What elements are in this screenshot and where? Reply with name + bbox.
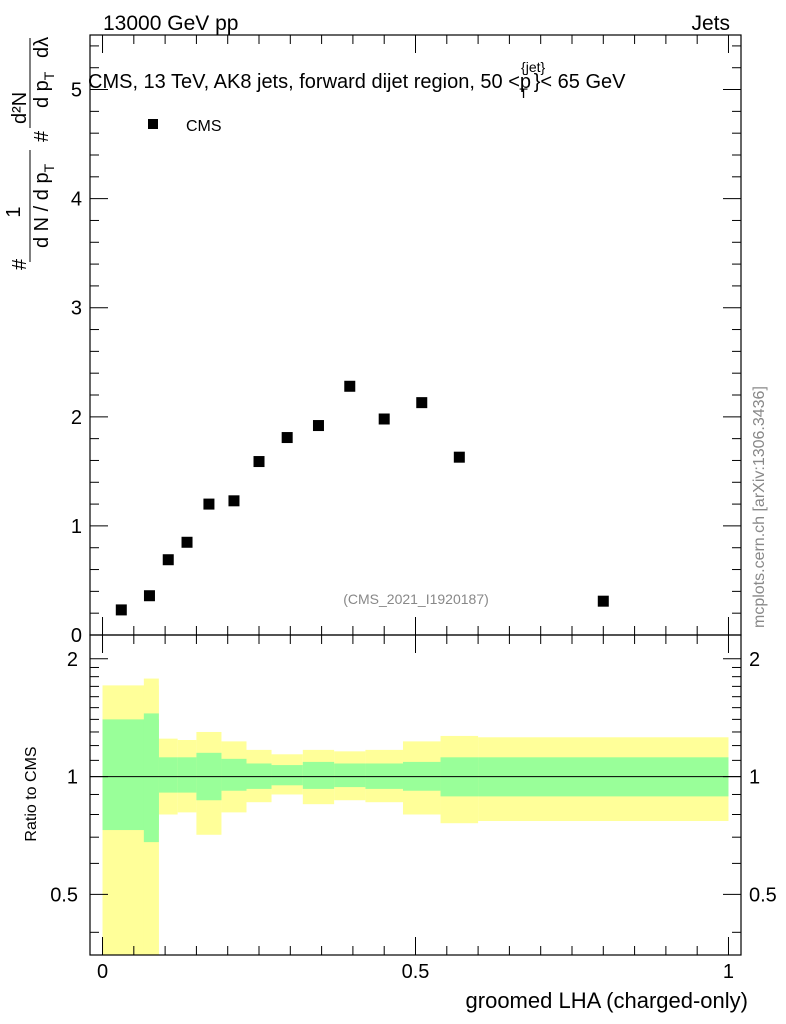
plot-title: CMS, 13 TeV, AK8 jets, forward dijet reg… (88, 59, 626, 101)
ratio-band-inner (143, 713, 159, 843)
ratio-bands (102, 678, 729, 955)
main-y-tick-label: 4 (71, 189, 82, 211)
data-point (115, 604, 127, 616)
ratio-band-inner (271, 765, 303, 786)
data-point (281, 432, 293, 444)
data-point (344, 380, 356, 392)
ratio-y-tick-label: 0.5 (50, 884, 78, 906)
ratio-y-tick-label: 2 (67, 649, 78, 671)
x-tick-label: 0 (97, 961, 108, 983)
ylabel-dn-dpt: d N / d pT (31, 163, 57, 248)
ylabel-denominator: d pT (31, 71, 57, 108)
ylabel-one: 1 (3, 206, 25, 217)
ylabel-numerator: d²N (9, 92, 31, 124)
data-point (597, 595, 609, 607)
main-y-tick-label: 1 (71, 516, 82, 538)
main-y-tick-label: 3 (71, 298, 82, 320)
data-point (143, 590, 155, 602)
ratio-y-tick-label: 1 (67, 767, 78, 789)
data-point (453, 451, 465, 463)
data-point (378, 413, 390, 425)
legend-label: CMS (186, 118, 222, 135)
ratio-band-inner (221, 758, 247, 791)
main-plot: 0 1 2 3 4 5 CMS, 13 TeV, AK8 jets, forward di… (3, 34, 742, 647)
ylabel-hash-2: # (31, 130, 53, 142)
main-x-ticks (102, 35, 729, 635)
side-label: mcplots.cern.ch [arXiv:1306.3436] (751, 386, 768, 628)
ratio-plot: 0.5 0.51 12 2 0 0.5 1 Ratio to CMS groomed LH… (23, 634, 777, 1013)
ratio-band-inner (334, 763, 366, 788)
data-point (312, 420, 324, 432)
analysis-tag: (CMS_2021_I1920187) (343, 591, 489, 607)
ratio-y-label: Ratio to CMS (23, 746, 40, 841)
main-y-tick-label: 2 (71, 407, 82, 429)
data-point (162, 554, 174, 566)
ratio-band-inner (158, 757, 178, 793)
ratio-band-inner (302, 761, 335, 789)
data-point (228, 495, 240, 507)
ratio-band-inner (177, 757, 197, 793)
main-y-tick-label: 0 (71, 625, 82, 647)
main-data-points (115, 380, 609, 616)
main-y-tick-label: 5 (71, 80, 82, 102)
data-point (253, 456, 265, 468)
x-axis-label: groomed LHA (charged-only) (466, 988, 748, 1013)
x-tick-label: 1 (723, 961, 734, 983)
ratio-y-tick-label-right: 2 (749, 649, 760, 671)
data-point (416, 397, 428, 409)
x-tick-label: 0.5 (402, 961, 430, 983)
legend-marker (148, 119, 158, 129)
ylabel-hash-1: # (9, 258, 31, 270)
ratio-y-tick-label-right: 1 (749, 767, 760, 789)
data-point (203, 498, 215, 510)
ylabel-lambda: dλ (31, 37, 53, 58)
data-point (181, 536, 193, 548)
header-left: 13000 GeV pp (103, 12, 238, 35)
main-y-label: # 1 d N / d pT # d²N d pT dλ (3, 37, 57, 270)
main-y-ticks: 0 1 2 3 4 5 (71, 45, 741, 647)
ratio-y-tick-label-right: 0.5 (749, 884, 777, 906)
ratio-y-ticks: 0.5 0.5 1 1 2 2 (50, 649, 777, 933)
ratio-x-ticks: 0 0.5 1 (97, 635, 734, 983)
header-right: Jets (691, 12, 730, 35)
